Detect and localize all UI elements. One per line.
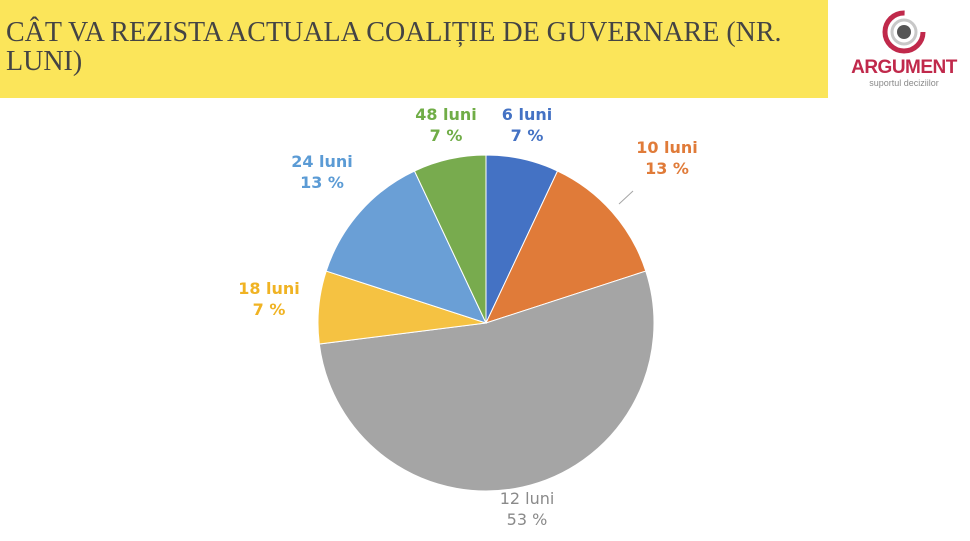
target-ring-icon — [882, 10, 926, 54]
data-label-24-luni: 24 luni 13 % — [291, 152, 353, 192]
leader-line-10-luni — [618, 190, 634, 205]
pie-slice-24-luni — [325, 170, 487, 324]
pie-slice-48-luni — [413, 154, 487, 324]
pie-slices — [317, 154, 655, 492]
logo-name: ARGUMENT — [851, 57, 957, 78]
data-label-10-luni: 10 luni 13 % — [636, 138, 698, 178]
data-label-18-luni: 18 luni 7 % — [238, 279, 300, 319]
data-label-12-luni: 12 luni 53 % — [500, 489, 555, 529]
data-label-6-luni: 6 luni 7 % — [502, 105, 552, 145]
logo: ARGUMENT suportul deciziilor — [846, 8, 962, 92]
page-title: CÂT VA REZISTA ACTUALA COALIȚIE DE GUVER… — [6, 17, 782, 77]
pie-labels: 6 luni 7 % 10 luni 13 % 12 luni 53 % 18 luni 7 … — [238, 105, 698, 529]
data-label-48-luni: 48 luni 7 % — [415, 105, 477, 145]
pie-slice-10-luni — [485, 170, 647, 324]
pie-slice-12-luni — [318, 270, 655, 492]
logo-tagline: suportul deciziilor — [869, 78, 939, 88]
pie-chart: 6 luni 7 % 10 luni 13 % 12 luni 53 % 18 luni 7 … — [238, 105, 698, 529]
title-bar: CÂT VA REZISTA ACTUALA COALIȚIE DE GUVER… — [0, 0, 828, 98]
